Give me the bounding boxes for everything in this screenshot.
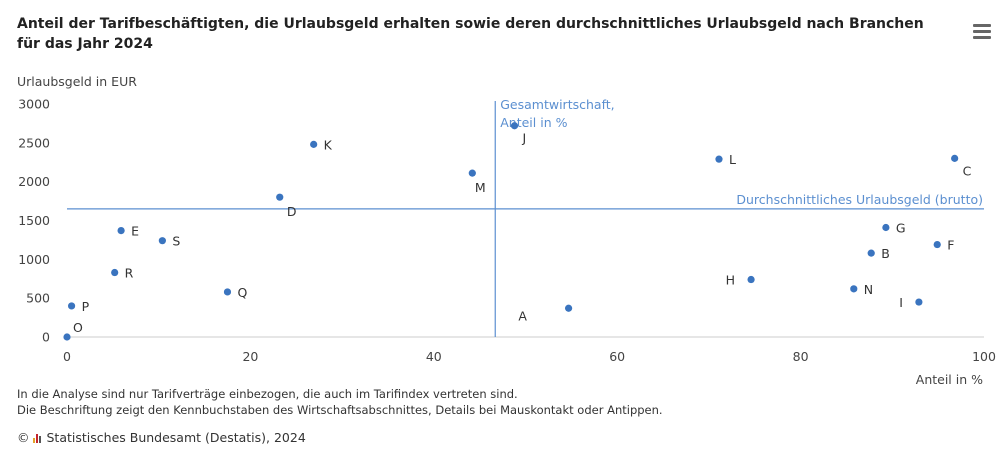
y-tick-label: 500 <box>26 291 50 306</box>
x-tick-label: 80 <box>793 349 809 364</box>
point-label-E: E <box>131 224 139 239</box>
data-point-J[interactable] <box>510 122 519 130</box>
y-axis-title: Urlaubsgeld in EUR <box>17 74 137 89</box>
point-label-B: B <box>881 246 890 261</box>
data-point-O[interactable] <box>63 333 71 341</box>
data-point-H[interactable] <box>747 275 755 284</box>
note-line-1: In die Analyse sind nur Tarifverträge ei… <box>17 387 518 401</box>
data-point-D[interactable] <box>276 193 284 201</box>
x-tick-label: 60 <box>609 349 625 364</box>
x-axis-title: Anteil in % <box>916 372 983 387</box>
y-tick-label: 0 <box>42 330 50 345</box>
x-tick-label: 100 <box>972 349 996 364</box>
point-label-I: I <box>899 295 903 310</box>
point-label-N: N <box>864 282 873 297</box>
point-label-M: M <box>475 180 486 195</box>
point-label-S: S <box>172 234 180 249</box>
data-point-S[interactable] <box>158 237 166 245</box>
chart-title: Anteil der Tarifbeschäftigten, die Urlau… <box>17 16 924 52</box>
data-point-K[interactable] <box>310 140 318 148</box>
overall-share-label-2: Anteil in % <box>500 115 567 130</box>
data-points: A B C D E G F H I J K L M N OP Q R S <box>63 122 972 341</box>
point-label-F: F <box>947 238 954 253</box>
average-holiday-pay-label: Durchschnittliches Urlaubsgeld (brutto) <box>736 192 983 207</box>
data-point-C[interactable] <box>951 154 959 162</box>
hamburger-menu-icon[interactable] <box>973 24 991 40</box>
x-tick-label: 0 <box>63 349 71 364</box>
copyright-symbol: © <box>17 430 30 445</box>
y-tick-label: 1000 <box>18 252 50 267</box>
point-label-P: P <box>82 299 90 314</box>
data-point-G[interactable] <box>882 223 890 232</box>
y-axis: Urlaubsgeld in EUR 0 500 1000 1500 2000 2500 30… <box>17 74 137 345</box>
source-credit[interactable]: © Statistisches Bundesamt (Destatis), 20… <box>17 430 306 445</box>
x-axis: 0 20 40 60 80 100 Anteil in % <box>63 336 996 387</box>
data-point-Q[interactable] <box>223 288 232 296</box>
chart-notes: In die Analyse sind nur Tarifverträge ei… <box>17 386 663 418</box>
data-point-M[interactable] <box>468 169 476 177</box>
data-point-I[interactable] <box>915 298 923 306</box>
data-point-B[interactable] <box>867 249 875 257</box>
point-label-C: C <box>963 163 972 178</box>
x-tick-label: 40 <box>426 349 442 364</box>
note-line-2: Die Beschriftung zeigt den Kennbuchstabe… <box>17 403 663 417</box>
data-point-L[interactable] <box>715 155 723 163</box>
point-label-R: R <box>125 266 134 281</box>
data-point-A[interactable] <box>564 304 573 312</box>
y-tick-label: 2500 <box>18 135 50 150</box>
y-tick-label: 1500 <box>18 213 50 228</box>
destatis-logo-icon <box>32 433 41 443</box>
x-tick-label: 20 <box>242 349 258 364</box>
y-tick-label: 2000 <box>18 174 50 189</box>
credit-text: Statistisches Bundesamt (Destatis), 2024 <box>46 430 306 445</box>
point-label-J: J <box>521 131 526 146</box>
data-point-R[interactable] <box>111 268 119 277</box>
point-label-K: K <box>324 137 333 152</box>
data-point-N[interactable] <box>850 285 858 293</box>
data-point-P[interactable] <box>67 302 76 310</box>
point-label-H: H <box>726 273 735 288</box>
point-label-D: D <box>287 204 297 219</box>
y-tick-label: 3000 <box>18 97 50 112</box>
point-label-A: A <box>518 308 527 323</box>
point-label-G: G <box>896 220 906 235</box>
data-point-E[interactable] <box>117 226 125 235</box>
overall-share-label-1: Gesamtwirtschaft, <box>500 97 614 112</box>
scatter-plot: Urlaubsgeld in EUR0500100015002000250030… <box>17 74 996 387</box>
reference-lines: Gesamtwirtschaft, Anteil in % Durchschnitt… <box>67 97 984 337</box>
point-label-O: O <box>73 320 83 335</box>
data-point-F[interactable] <box>933 240 941 249</box>
point-label-L: L <box>729 152 736 167</box>
point-label-Q: Q <box>237 285 247 300</box>
